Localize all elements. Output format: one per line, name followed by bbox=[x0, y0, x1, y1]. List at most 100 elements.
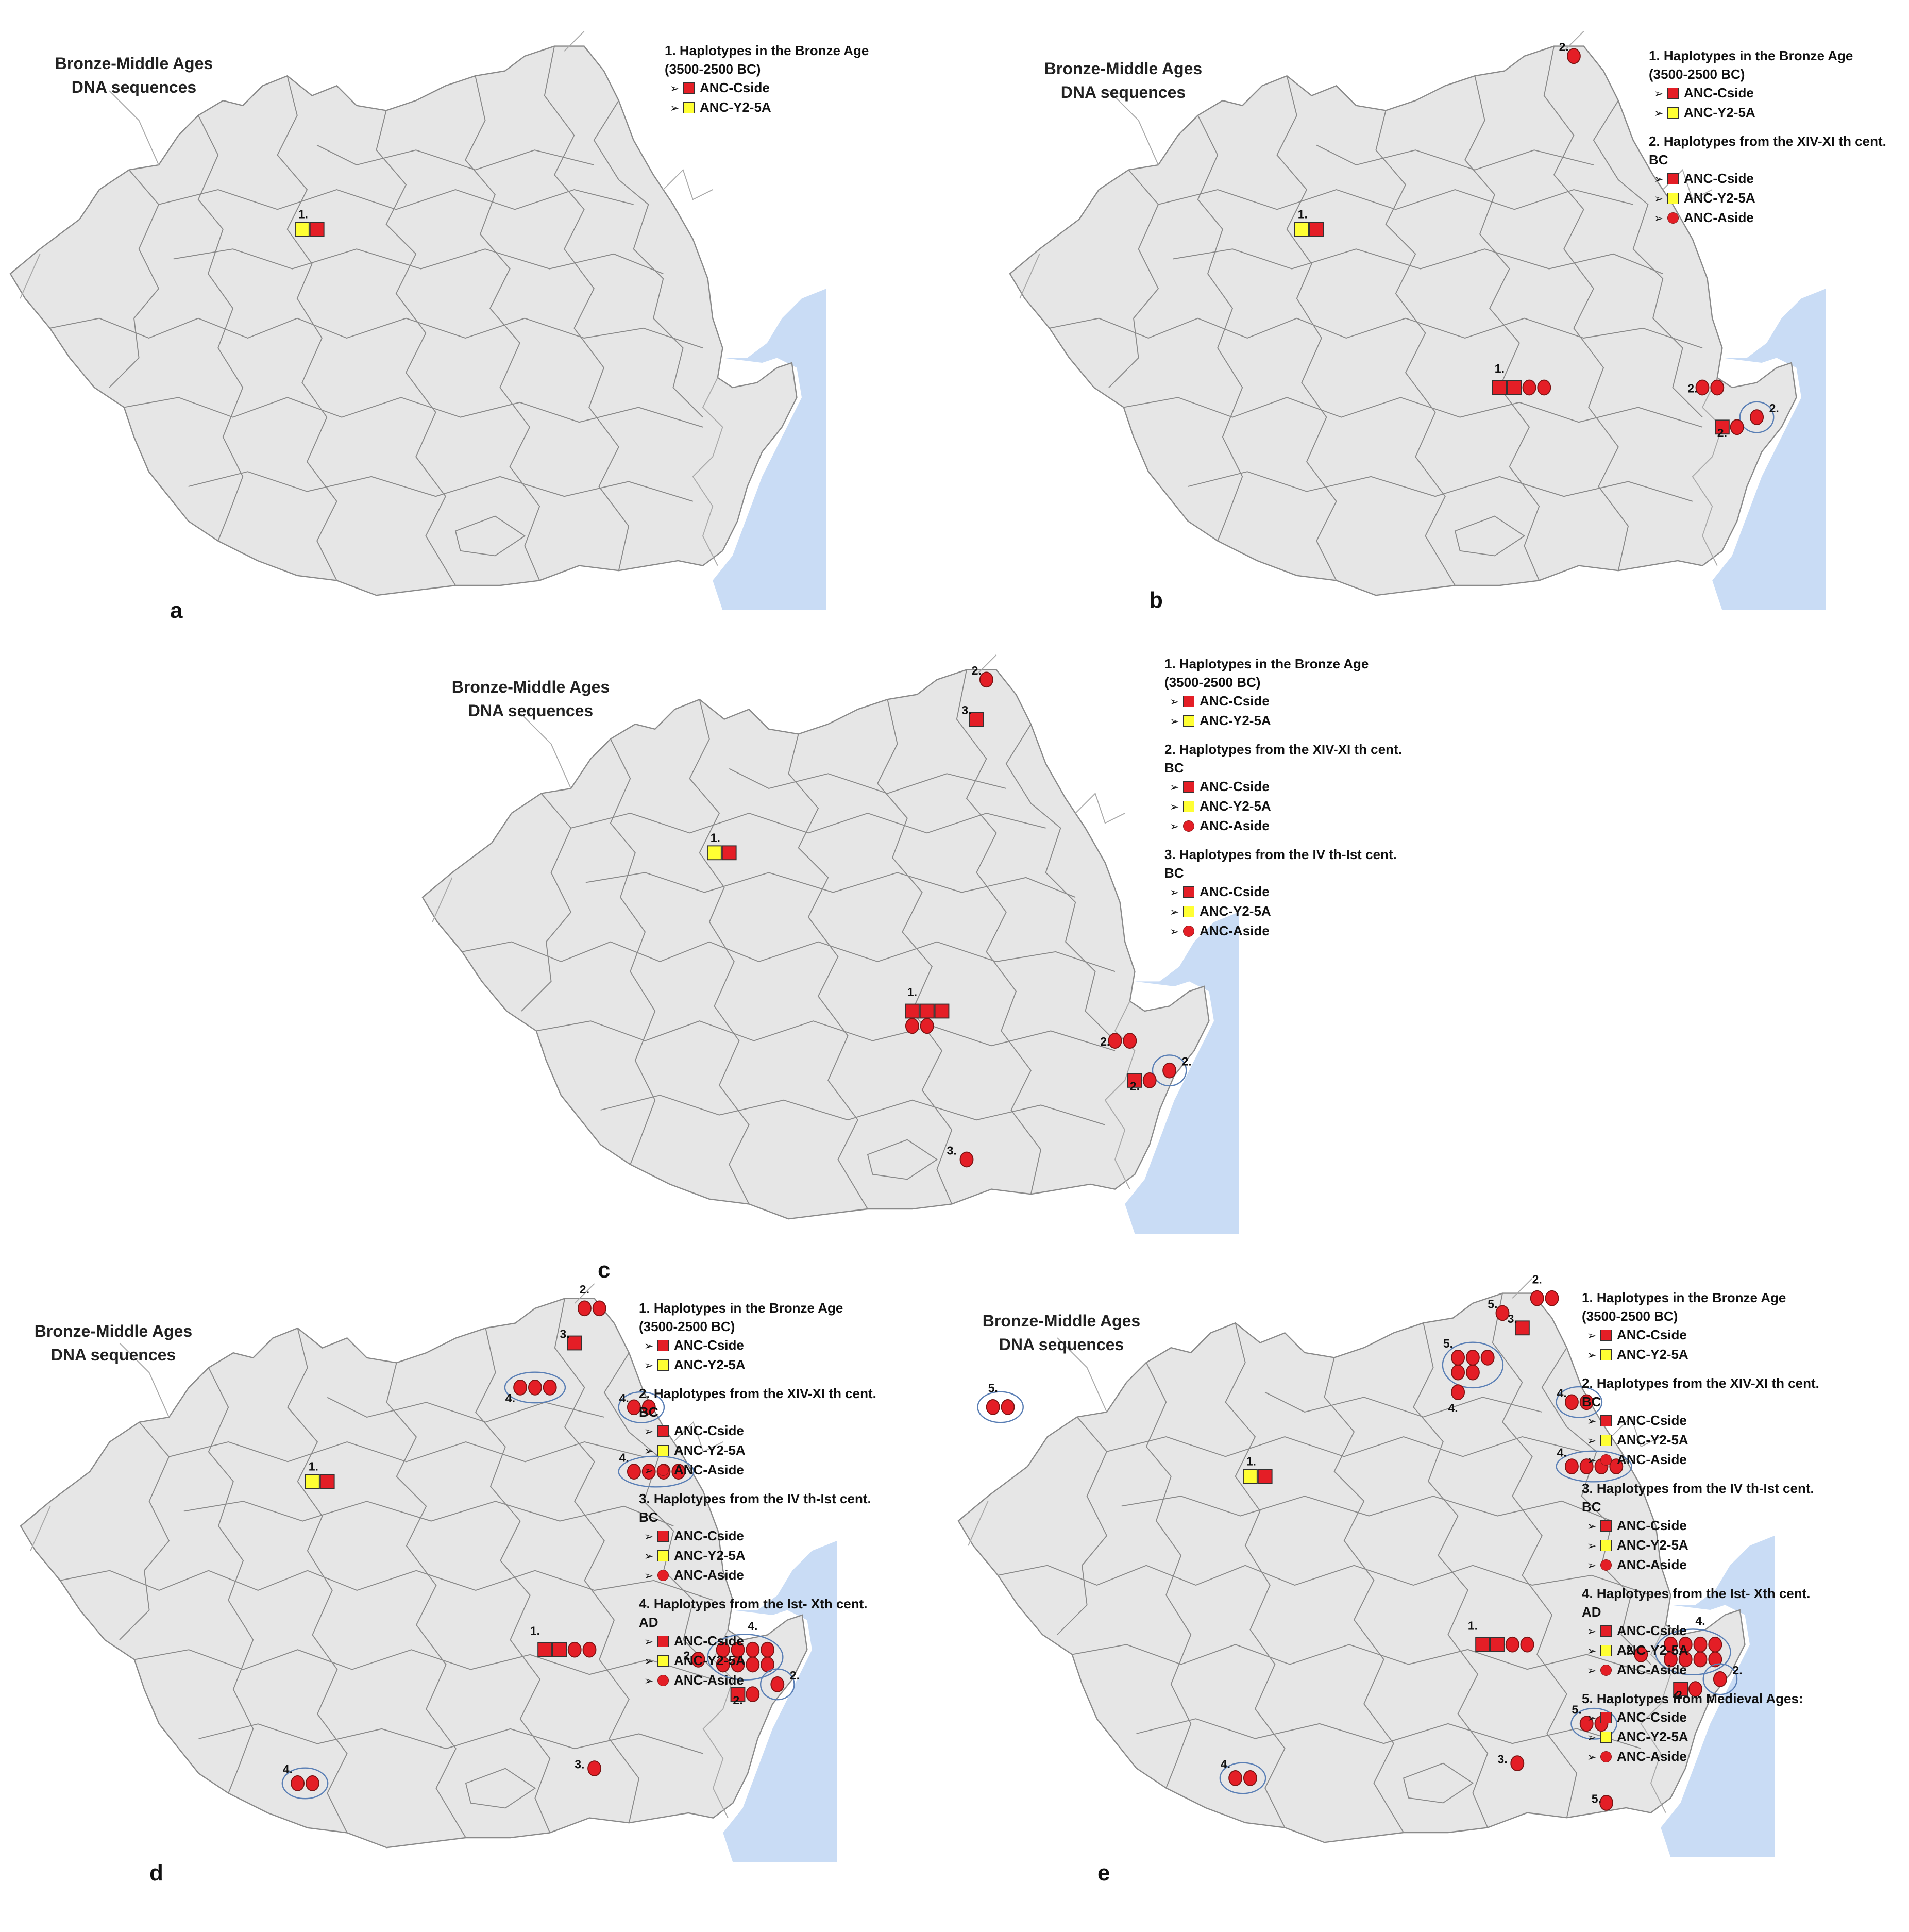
legend-section: 1. Haplotypes in the Bronze Age (3500-25… bbox=[1649, 46, 1891, 123]
legend-item: ➢ ANC-Y2-5A bbox=[1582, 1431, 1824, 1450]
aside-circle-marker bbox=[1713, 1671, 1727, 1687]
aside-circle-marker bbox=[1510, 1755, 1525, 1771]
cside-square-marker bbox=[537, 1642, 553, 1657]
cside-square-marker bbox=[1492, 380, 1507, 395]
legend-heading: 2. Haplotypes from the XIV-XI th cent. B… bbox=[1164, 742, 1402, 776]
square-swatch-icon bbox=[1183, 696, 1194, 707]
county-border bbox=[465, 75, 540, 581]
arrow-bullet-icon: ➢ bbox=[670, 82, 680, 95]
haplotype-site-marker: 1. bbox=[905, 985, 950, 1034]
aside-circle-marker bbox=[1142, 1072, 1157, 1088]
site-number-label: 5. bbox=[988, 1382, 998, 1395]
site-group-ellipse bbox=[1654, 1628, 1731, 1675]
legend-item: ➢ ANC-Cside bbox=[1582, 1621, 1824, 1641]
aside-circle-marker bbox=[1564, 1458, 1579, 1474]
legend-item-label: ANC-Aside bbox=[1617, 1452, 1687, 1467]
arrow-bullet-icon: ➢ bbox=[644, 1530, 654, 1543]
legend-heading: 1. Haplotypes in the Bronze Age (3500-25… bbox=[1649, 48, 1853, 82]
haplotype-site-marker: 2. bbox=[1715, 419, 1744, 440]
haplotype-site-marker: 1. bbox=[1492, 362, 1551, 396]
legend-item-label: ANC-Aside bbox=[674, 1672, 744, 1688]
county-border bbox=[1403, 1762, 1474, 1804]
aside-circle-marker bbox=[1451, 1350, 1465, 1366]
legend-heading: 2. Haplotypes from the XIV-XI th cent. B… bbox=[639, 1386, 876, 1420]
circle-swatch-icon bbox=[1600, 1665, 1612, 1676]
aside-circle-marker bbox=[577, 1300, 592, 1317]
legend-item-label: ANC-Cside bbox=[1617, 1413, 1687, 1428]
site-number-label: 1. bbox=[1495, 362, 1505, 375]
county-border bbox=[1049, 317, 1703, 349]
haplotype-site-marker: 2. bbox=[1530, 1272, 1559, 1306]
legend-item-label: ANC-Cside bbox=[1617, 1518, 1687, 1533]
county-border bbox=[173, 248, 664, 275]
haplotype-site-marker: 2. bbox=[1100, 1033, 1137, 1049]
legend-section: 4. Haplotypes from the Ist- Xth cent. AD… bbox=[1582, 1584, 1824, 1680]
aside-circle-marker bbox=[731, 1656, 745, 1673]
cside-square-marker bbox=[934, 1003, 950, 1019]
haplotype-site-marker: 4. bbox=[707, 1619, 784, 1681]
legend-item: ➢ ANC-Aside bbox=[1582, 1450, 1824, 1470]
legend-item-label: ANC-Y2-5A bbox=[1617, 1642, 1688, 1658]
square-swatch-icon bbox=[1600, 1712, 1612, 1723]
aside-circle-marker bbox=[627, 1464, 641, 1480]
site-group-ellipse bbox=[1739, 401, 1775, 433]
arrow-bullet-icon: ➢ bbox=[644, 1635, 654, 1648]
arrow-bullet-icon: ➢ bbox=[1170, 781, 1179, 794]
county-border bbox=[1188, 471, 1693, 502]
legend-item-label: ANC-Aside bbox=[674, 1462, 744, 1477]
square-swatch-icon bbox=[657, 1425, 669, 1437]
aside-circle-marker bbox=[1480, 1350, 1495, 1366]
legend-item-label: ANC-Y2-5A bbox=[1200, 903, 1271, 919]
legend-item-label: ANC-Aside bbox=[674, 1567, 744, 1583]
aside-circle-marker bbox=[528, 1380, 542, 1396]
legend-item-label: ANC-Cside bbox=[1684, 85, 1754, 100]
aside-circle-marker bbox=[641, 1464, 656, 1480]
legend-item: ➢ ANC-Y2-5A bbox=[639, 1441, 881, 1460]
site-number-label: 4. bbox=[1221, 1757, 1230, 1771]
haplotype-site-marker: 2. bbox=[730, 1686, 760, 1707]
square-swatch-icon bbox=[657, 1531, 669, 1542]
legend-item-label: ANC-Y2-5A bbox=[674, 1653, 746, 1668]
arrow-bullet-icon: ➢ bbox=[1587, 1559, 1597, 1572]
cside-square-marker bbox=[319, 1474, 335, 1489]
aside-circle-marker bbox=[671, 1464, 686, 1480]
site-number-label: 5. bbox=[1572, 1703, 1581, 1717]
legend-item: ➢ ANC-Y2-5A bbox=[1582, 1536, 1824, 1555]
aside-circle-marker bbox=[1678, 1651, 1693, 1668]
cside-square-marker bbox=[1309, 222, 1324, 237]
haplotype-site-marker: 2. bbox=[1559, 40, 1581, 64]
haplotype-site-marker: 1. bbox=[530, 1624, 597, 1658]
legend-item: ➢ ANC-Cside bbox=[1582, 1411, 1824, 1431]
circle-swatch-icon bbox=[1183, 820, 1194, 832]
cside-square-marker bbox=[721, 845, 737, 861]
site-number-label: 5. bbox=[1443, 1337, 1453, 1350]
country-outline bbox=[957, 1292, 1746, 1843]
haplotype-site-marker: 4. bbox=[618, 1391, 665, 1423]
site-number-label: 2. bbox=[1676, 1688, 1685, 1702]
county-border bbox=[1158, 189, 1633, 210]
site-group-ellipse bbox=[281, 1767, 329, 1800]
square-swatch-icon bbox=[1183, 886, 1194, 898]
county-border bbox=[386, 1363, 466, 1838]
legend: 1. Haplotypes in the Bronze Age (3500-25… bbox=[1649, 46, 1891, 237]
site-group-ellipse bbox=[977, 1391, 1024, 1423]
county-border bbox=[1057, 1416, 1108, 1635]
haplotype-site-marker: 1. bbox=[1294, 208, 1324, 237]
arrow-bullet-icon: ➢ bbox=[1170, 905, 1179, 918]
square-swatch-icon bbox=[1667, 107, 1679, 119]
square-swatch-icon bbox=[1667, 88, 1679, 99]
black-sea bbox=[1712, 289, 1826, 610]
haplotype-site-marker: 4. bbox=[1219, 1757, 1266, 1794]
arrow-bullet-icon: ➢ bbox=[1170, 800, 1179, 813]
arrow-bullet-icon: ➢ bbox=[1587, 1731, 1597, 1744]
county-border bbox=[1197, 115, 1243, 541]
site-number-label: 5. bbox=[1592, 1792, 1601, 1805]
square-swatch-icon bbox=[657, 1340, 669, 1351]
aside-circle-marker bbox=[1663, 1651, 1678, 1668]
arrow-bullet-icon: ➢ bbox=[1587, 1644, 1597, 1657]
county-border bbox=[197, 115, 244, 541]
circle-swatch-icon bbox=[1600, 1559, 1612, 1571]
legend-item: ➢ ANC-Y2-5A bbox=[1164, 902, 1407, 921]
